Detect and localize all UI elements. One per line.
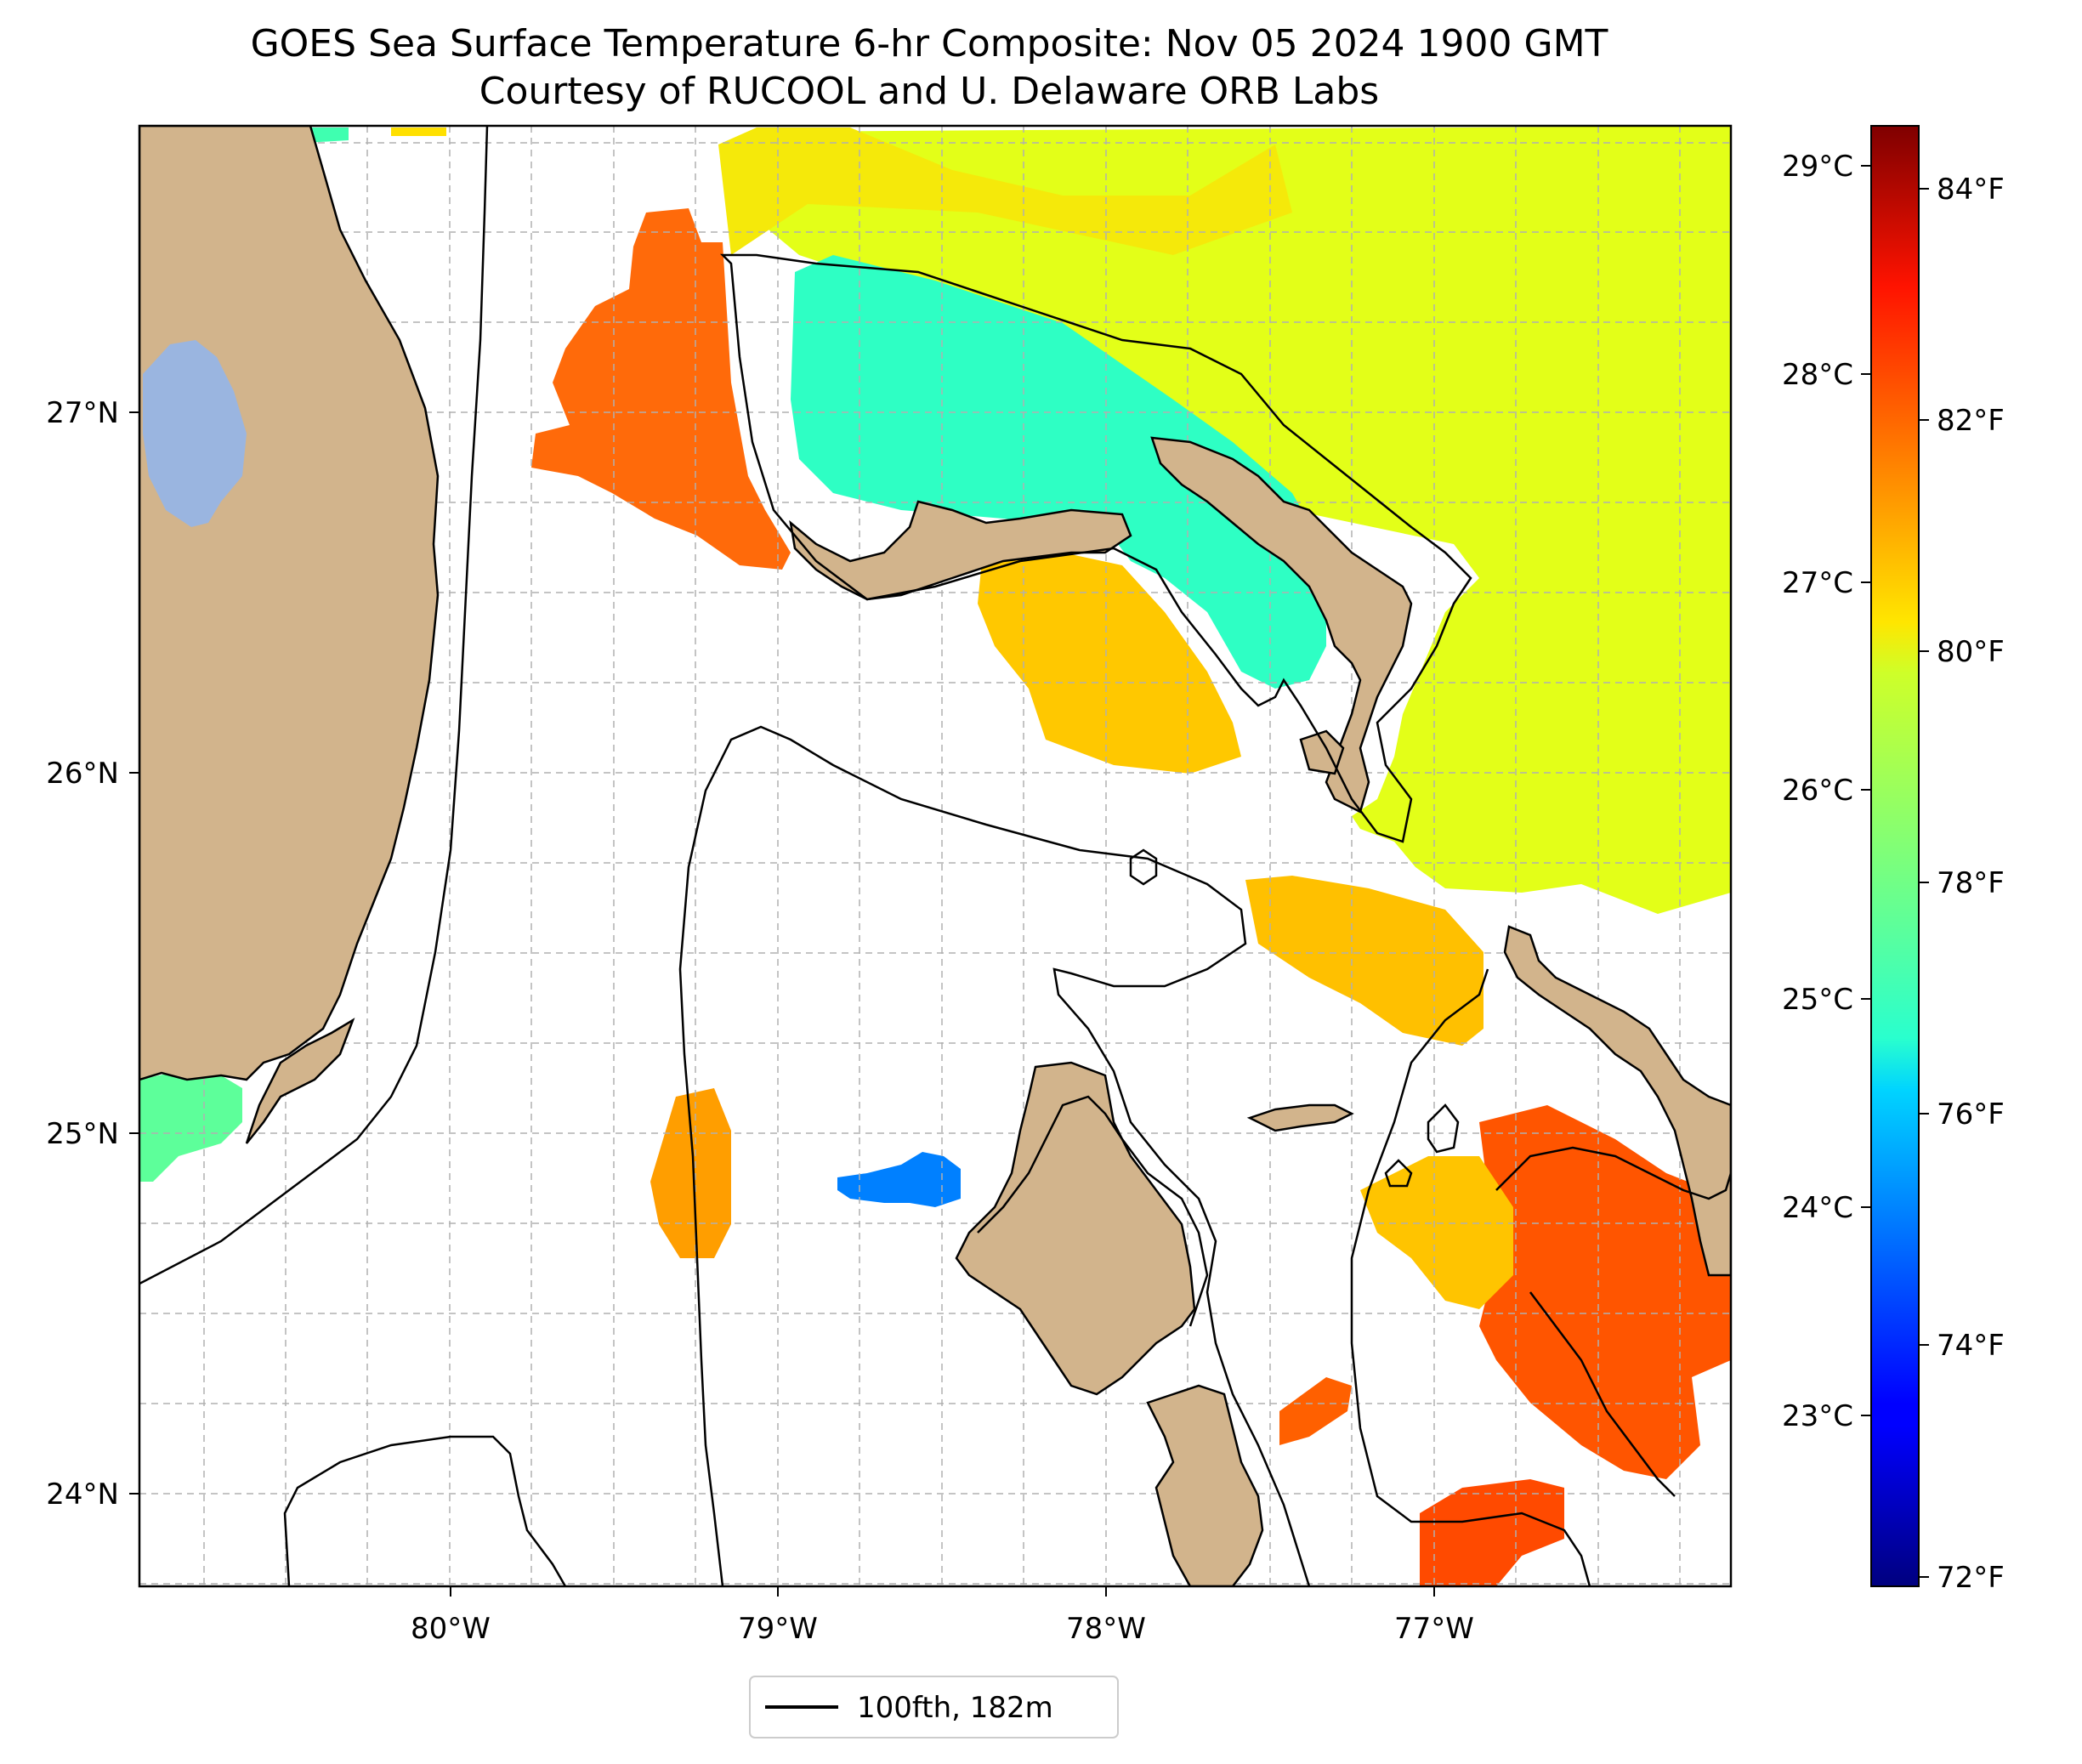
sst-patch-tongue-of-ocean-north <box>791 255 1326 689</box>
isobath-cay-sal <box>283 1435 567 1586</box>
isobath-islet-2 <box>1427 1103 1460 1154</box>
title-line-2: Courtesy of RUCOOL and U. Delaware ORB L… <box>479 70 1379 113</box>
colorbar: 29°C 28°C 27°C 26°C 25°C 24°C 23°C 84°F … <box>1782 125 2005 1595</box>
sst-patch-south-orange <box>1420 1479 1564 1586</box>
lon-tick-80w: 80°W <box>411 1612 491 1646</box>
lat-tick-24n: 24°N <box>46 1478 119 1512</box>
sst-patch-top-strip <box>306 128 349 143</box>
title-line-1: GOES Sea Surface Temperature 6-hr Compos… <box>251 22 1608 65</box>
sst-patch-southeast-orange <box>1479 1105 1731 1479</box>
lat-tick-26n: 26°N <box>46 757 119 791</box>
map-area <box>139 126 1731 1586</box>
axis-ticks <box>129 411 1435 1597</box>
isobath-florida-shelf <box>139 126 489 1285</box>
celsius-tick-24: 24°C <box>1782 1191 1853 1225</box>
new-providence-island <box>1246 1103 1354 1132</box>
isobath-little-bahama-bank <box>719 253 1472 843</box>
isobath-tongue-east <box>1350 968 1591 1586</box>
isobath-great-bahama-bank-west <box>678 725 1311 1586</box>
fahrenheit-tick-78: 78°F <box>1937 866 2005 900</box>
sst-patch-cay-sal-orange <box>650 1088 731 1258</box>
great-abaco-island <box>1150 436 1413 814</box>
isobath-islet-3 <box>1384 1159 1413 1188</box>
lon-tick-78w: 78°W <box>1066 1612 1146 1646</box>
isobath-exuma-south <box>1529 1291 1676 1497</box>
sst-patch-keys-green <box>139 1071 242 1182</box>
fahrenheit-tick-76: 76°F <box>1937 1098 2005 1132</box>
isobath-islet <box>1129 848 1158 886</box>
legend-label: 100fth, 182m <box>857 1691 1053 1725</box>
land-layer <box>139 126 1731 1586</box>
fahrenheit-tick-74: 74°F <box>1937 1329 2005 1363</box>
fahrenheit-tick-72: 72°F <box>1937 1561 2005 1595</box>
sst-patch-blue-cold <box>837 1152 961 1207</box>
legend: 100fth, 182m <box>749 1676 1119 1738</box>
grand-bahama-island <box>789 500 1132 601</box>
eleuthera-island <box>1503 925 1731 1277</box>
lon-tick-77w: 77°W <box>1394 1612 1474 1646</box>
sst-patch-south-of-grand-bahama <box>978 553 1241 774</box>
legend-box <box>749 1676 1119 1738</box>
sst-patch-northwest-providence <box>1245 876 1483 1046</box>
florida-keys-upper <box>245 1018 355 1144</box>
celsius-tick-23: 23°C <box>1782 1399 1853 1433</box>
celsius-tick-26: 26°C <box>1782 774 1853 808</box>
sst-patch-exuma-yellow <box>1360 1156 1513 1309</box>
sst-patch-yellow-top <box>718 128 1292 255</box>
colorbar-gradient <box>1870 125 1920 1587</box>
sst-patch-florida-current-west <box>531 208 791 570</box>
map-frame <box>138 124 1733 1588</box>
andros-island <box>955 1061 1196 1396</box>
fahrenheit-tick-80: 80°F <box>1937 635 2005 669</box>
isobath-100fth <box>139 126 1731 1586</box>
lat-tick-27n: 27°N <box>46 396 119 430</box>
celsius-tick-28: 28°C <box>1782 358 1853 392</box>
sst-patch-andros-east-small <box>1279 1377 1352 1445</box>
celsius-tick-27: 27°C <box>1782 566 1853 600</box>
fahrenheit-tick-82: 82°F <box>1937 404 2005 438</box>
andros-south <box>1146 1384 1264 1586</box>
isobath-andros-outline <box>977 1095 1209 1327</box>
lake-okeechobee <box>143 340 247 527</box>
fahrenheit-tick-84: 84°F <box>1937 173 2005 207</box>
sst-patch-top-strip-2 <box>391 128 446 136</box>
celsius-tick-29: 29°C <box>1782 150 1853 184</box>
isobath-exuma-sound <box>1495 1146 1731 1200</box>
celsius-tick-25: 25°C <box>1782 983 1853 1017</box>
lon-tick-79w: 79°W <box>738 1612 818 1646</box>
lat-tick-25n: 25°N <box>46 1117 119 1151</box>
